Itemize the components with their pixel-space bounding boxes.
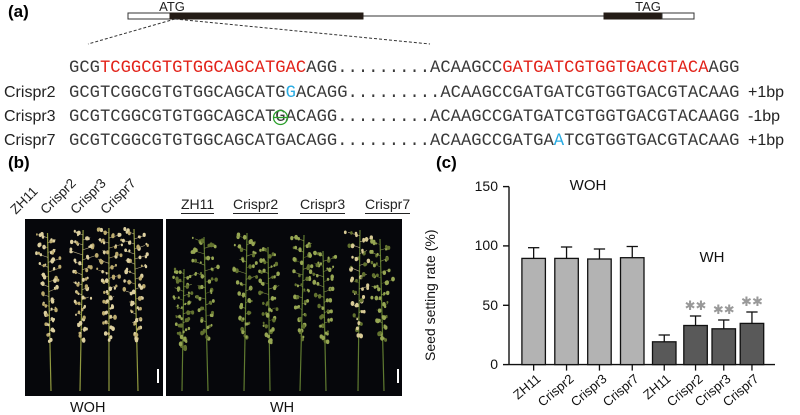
svg-text:100: 100	[475, 237, 499, 253]
svg-text:✱✱: ✱✱	[685, 298, 707, 313]
svg-text:0: 0	[490, 356, 498, 372]
svg-text:✱✱: ✱✱	[741, 294, 763, 309]
svg-text:WOH: WOH	[570, 177, 607, 194]
svg-text:WH: WH	[700, 249, 725, 266]
svg-text:50: 50	[482, 297, 498, 313]
svg-text:150: 150	[475, 178, 499, 194]
svg-text:✱✱: ✱✱	[713, 302, 735, 317]
